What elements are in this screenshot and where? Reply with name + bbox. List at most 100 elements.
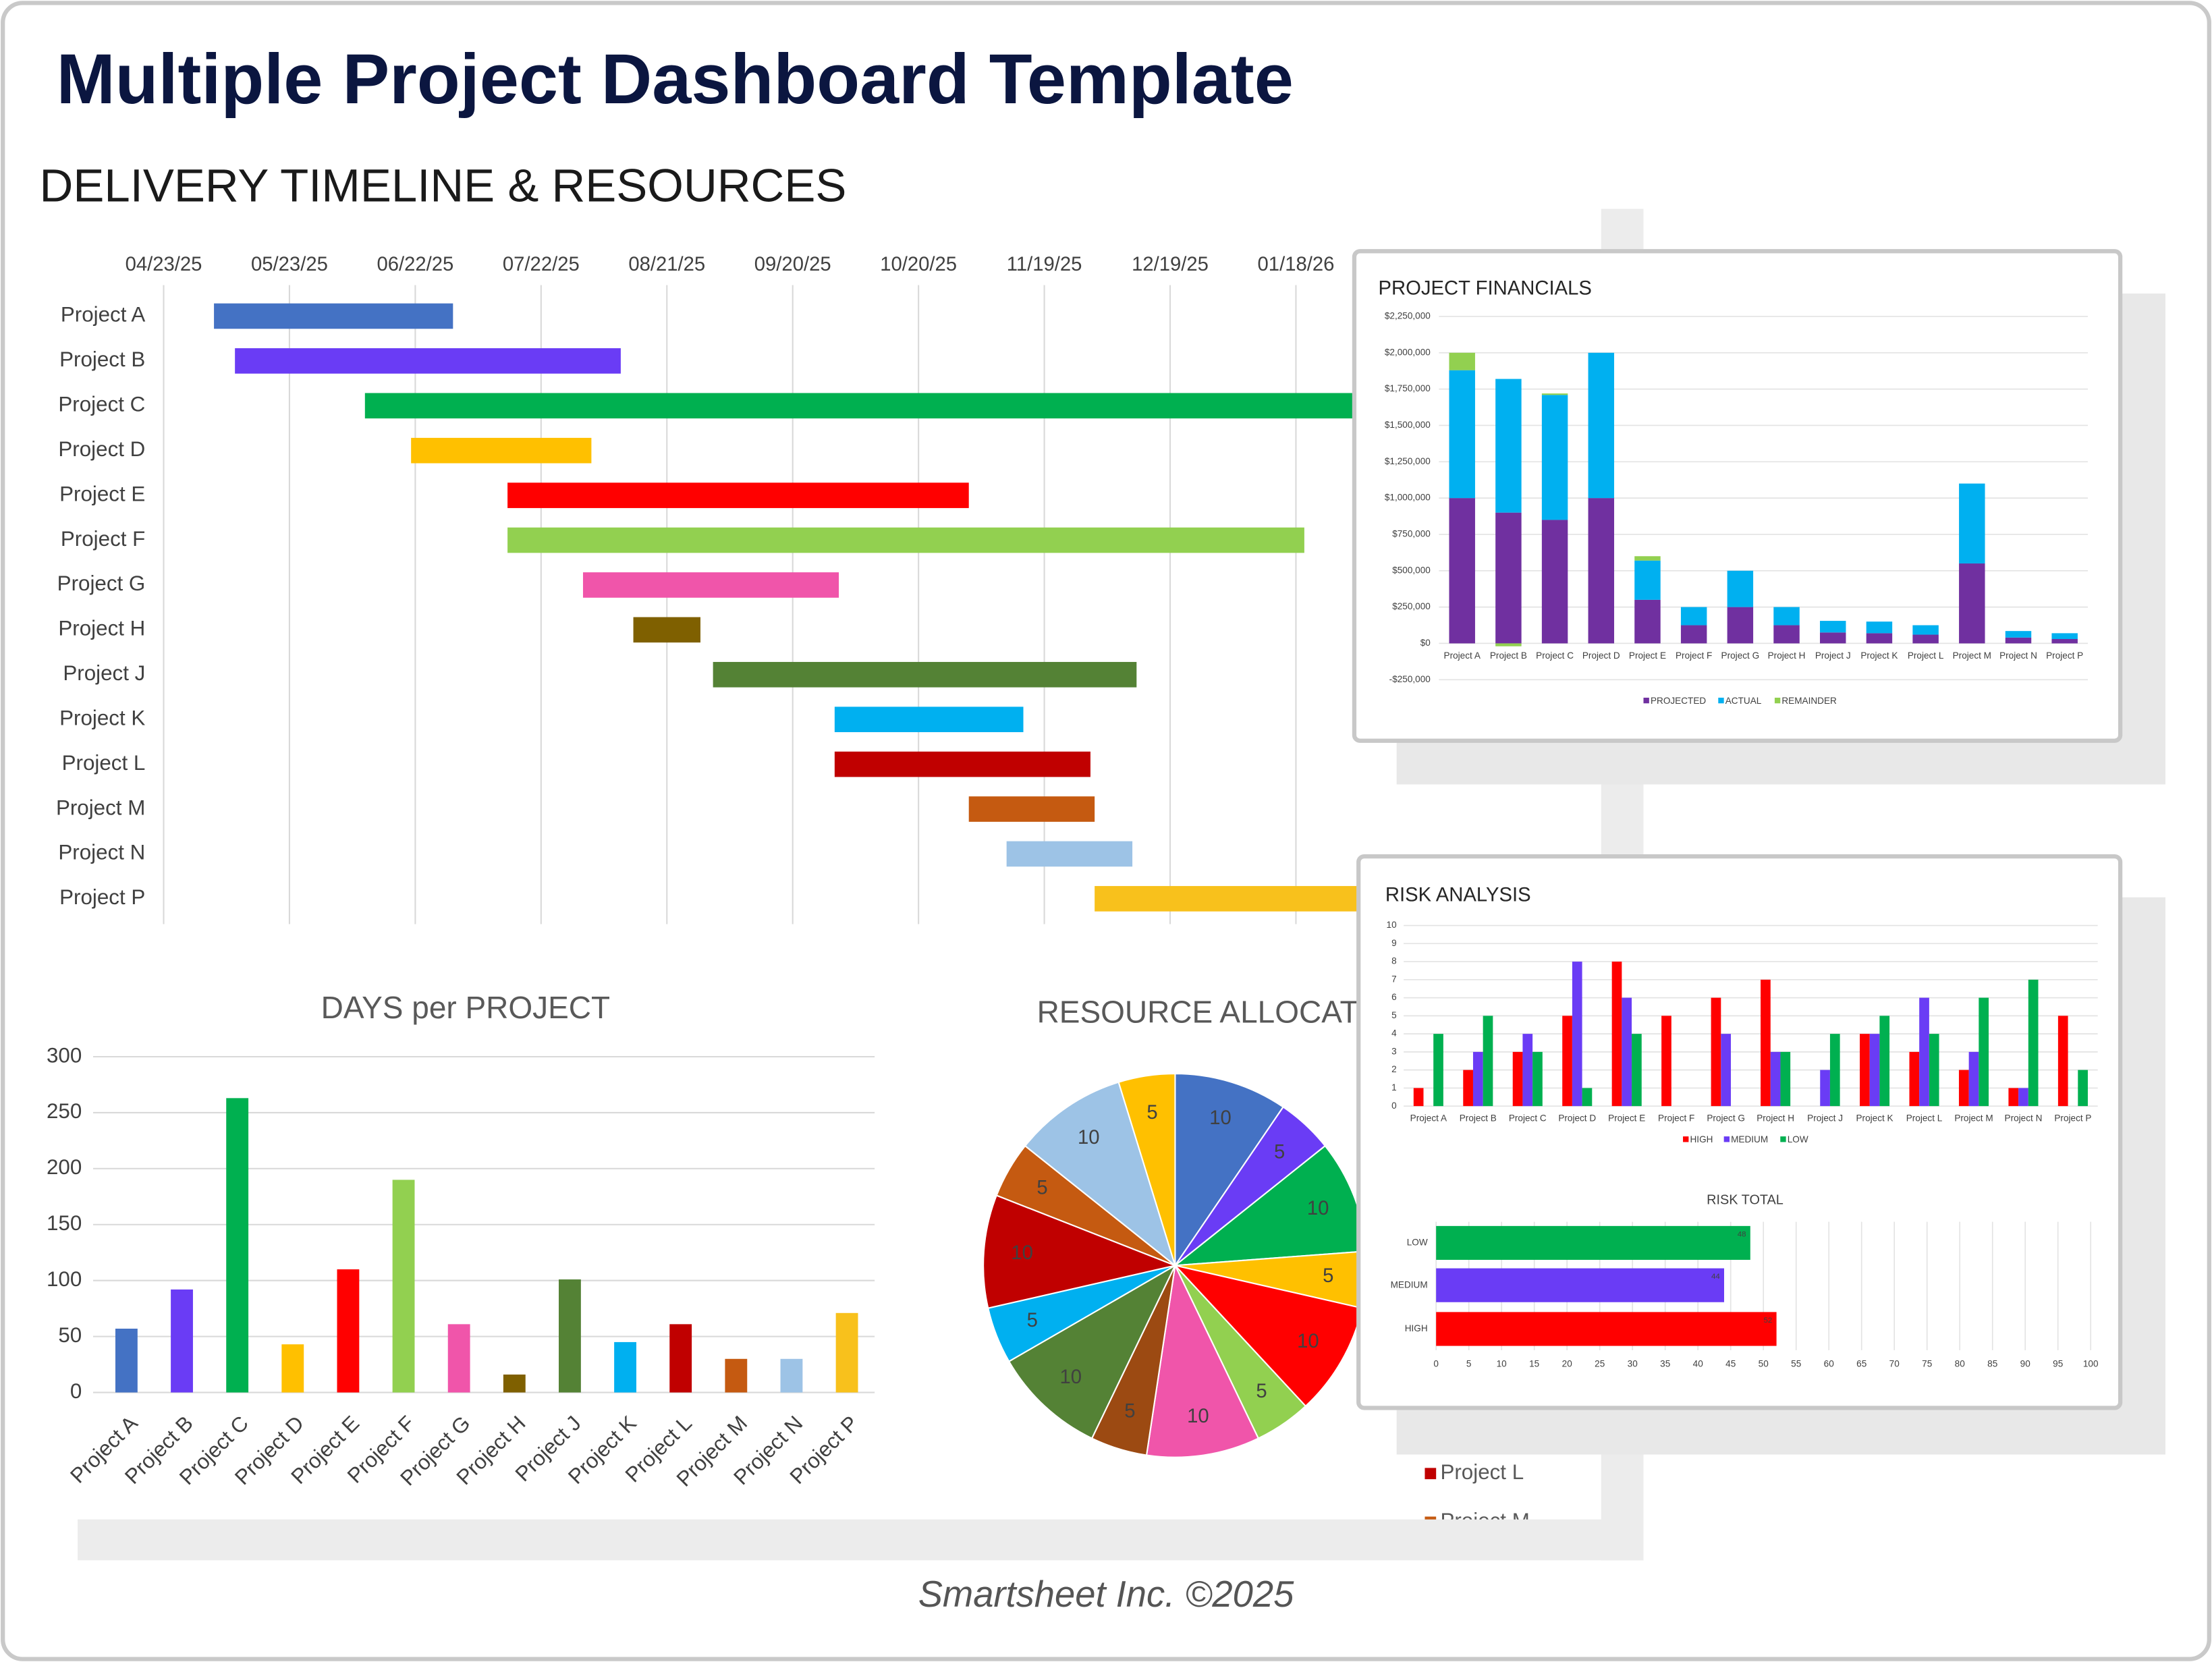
bar — [1522, 1034, 1533, 1107]
bar — [2018, 1088, 2028, 1107]
gantt-bar — [411, 437, 592, 464]
value-label: 10 — [1059, 1366, 1082, 1388]
bar — [1632, 1034, 1642, 1107]
bar-segment — [2051, 638, 2078, 644]
value-label: 5 — [1146, 1102, 1157, 1124]
y-tick-label: 150 — [47, 1211, 82, 1235]
x-tick-label: Project P — [2046, 650, 2083, 661]
gantt-bar — [633, 617, 700, 643]
legend-swatch — [1774, 697, 1781, 704]
x-tick-label: Project G — [1707, 1113, 1745, 1124]
y-tick-label: 3 — [1391, 1046, 1397, 1056]
x-tick-label: 5 — [1466, 1358, 1472, 1368]
bar — [1780, 1051, 1791, 1107]
bar — [1968, 1051, 1979, 1107]
y-tick-label: Project E — [59, 482, 145, 505]
x-tick-label: Project K — [1856, 1113, 1893, 1124]
x-tick-label: Project G — [1721, 650, 1760, 661]
bar — [1463, 1070, 1473, 1107]
bar — [171, 1289, 193, 1393]
value-label: 48 — [1738, 1230, 1746, 1238]
y-tick-label: Project F — [61, 527, 145, 551]
bar — [1829, 1034, 1840, 1107]
bar — [2008, 1088, 2019, 1107]
legend-swatch — [1683, 1136, 1689, 1142]
y-tick-label: 7 — [1391, 974, 1397, 984]
bar — [1433, 1034, 1443, 1107]
x-tick-label: 01/18/26 — [1258, 254, 1335, 275]
y-tick-label: HIGH — [1405, 1323, 1428, 1333]
bar-segment — [1959, 563, 1985, 644]
bar — [1483, 1016, 1493, 1107]
bar-segment — [1588, 352, 1615, 499]
bar — [1622, 997, 1632, 1107]
bar-segment — [2051, 633, 2078, 639]
y-tick-label: 200 — [47, 1155, 82, 1179]
legend-swatch — [1425, 1516, 1437, 1520]
x-tick-label: Project D — [1582, 650, 1620, 661]
y-tick-label: Project M — [56, 796, 145, 819]
value-label: 10 — [1307, 1198, 1329, 1219]
bar — [1820, 1070, 1830, 1107]
y-tick-label: $250,000 — [1392, 601, 1431, 611]
value-label: 10 — [1078, 1127, 1100, 1148]
gantt-bar — [834, 707, 1024, 733]
bar — [2057, 1016, 2068, 1107]
y-tick-label: $1,000,000 — [1385, 493, 1431, 503]
legend-label: ACTUAL — [1725, 696, 1762, 706]
bar — [1532, 1051, 1543, 1107]
x-tick-label: 85 — [1987, 1358, 1997, 1368]
legend-swatch — [1425, 1468, 1437, 1480]
bar-segment — [2005, 637, 2032, 644]
x-tick-label: 15 — [1529, 1358, 1539, 1368]
x-tick-label: Project C — [1536, 650, 1574, 661]
y-tick-label: $2,000,000 — [1385, 347, 1431, 357]
x-tick-label: 95 — [2053, 1358, 2063, 1368]
bar — [2078, 1070, 2088, 1107]
y-tick-label: LOW — [1407, 1238, 1428, 1248]
x-tick-label: Project L — [1906, 1113, 1943, 1124]
x-tick-label: 20 — [1562, 1358, 1573, 1368]
bar — [1958, 1070, 1969, 1107]
y-tick-label: Project B — [59, 348, 145, 371]
bar — [1582, 1088, 1593, 1107]
x-tick-label: Project P — [2054, 1113, 2091, 1124]
gantt-bar — [1006, 841, 1133, 867]
bar — [1919, 997, 1929, 1107]
pie-slice — [1174, 1073, 1285, 1268]
bar — [503, 1375, 526, 1393]
bar-segment — [1541, 520, 1568, 644]
bar — [1472, 1051, 1483, 1107]
x-tick-label: 09/20/25 — [754, 254, 831, 275]
bar — [1770, 1051, 1781, 1107]
legend-swatch — [1718, 697, 1724, 704]
bar-segment — [1866, 621, 1893, 634]
pie-slice — [1117, 1073, 1176, 1266]
x-tick-label: Project B — [1460, 1113, 1497, 1124]
pie-slice — [983, 1194, 1178, 1309]
bar-segment — [1495, 512, 1522, 644]
bar-segment — [1634, 599, 1661, 644]
bar-segment — [1866, 633, 1893, 644]
x-tick-label: Project J — [1807, 1113, 1843, 1124]
y-tick-label: 9 — [1391, 938, 1397, 948]
y-tick-label: 300 — [47, 1043, 82, 1067]
x-tick-label: 07/22/25 — [503, 254, 580, 275]
x-tick-label: 90 — [2020, 1358, 2031, 1368]
x-tick-label: 60 — [1824, 1358, 1835, 1368]
gantt-bar — [507, 527, 1304, 553]
bar — [392, 1180, 415, 1393]
legend-swatch — [1780, 1136, 1786, 1142]
section-title: DELIVERY TIMELINE & RESOURCES — [40, 160, 847, 212]
bar-segment — [1541, 395, 1568, 520]
x-tick-label: 10/20/25 — [880, 254, 957, 275]
footer: Smartsheet Inc. ©2025 — [918, 1574, 1294, 1615]
bar-segment — [1680, 625, 1707, 644]
x-tick-label: 70 — [1889, 1358, 1900, 1368]
y-tick-label: 250 — [47, 1099, 82, 1123]
gantt-bar — [713, 661, 1137, 688]
bar-segment — [1959, 483, 1985, 564]
y-tick-label: Project J — [63, 661, 145, 685]
bar — [1979, 997, 1989, 1107]
bar-segment — [1820, 621, 1846, 633]
